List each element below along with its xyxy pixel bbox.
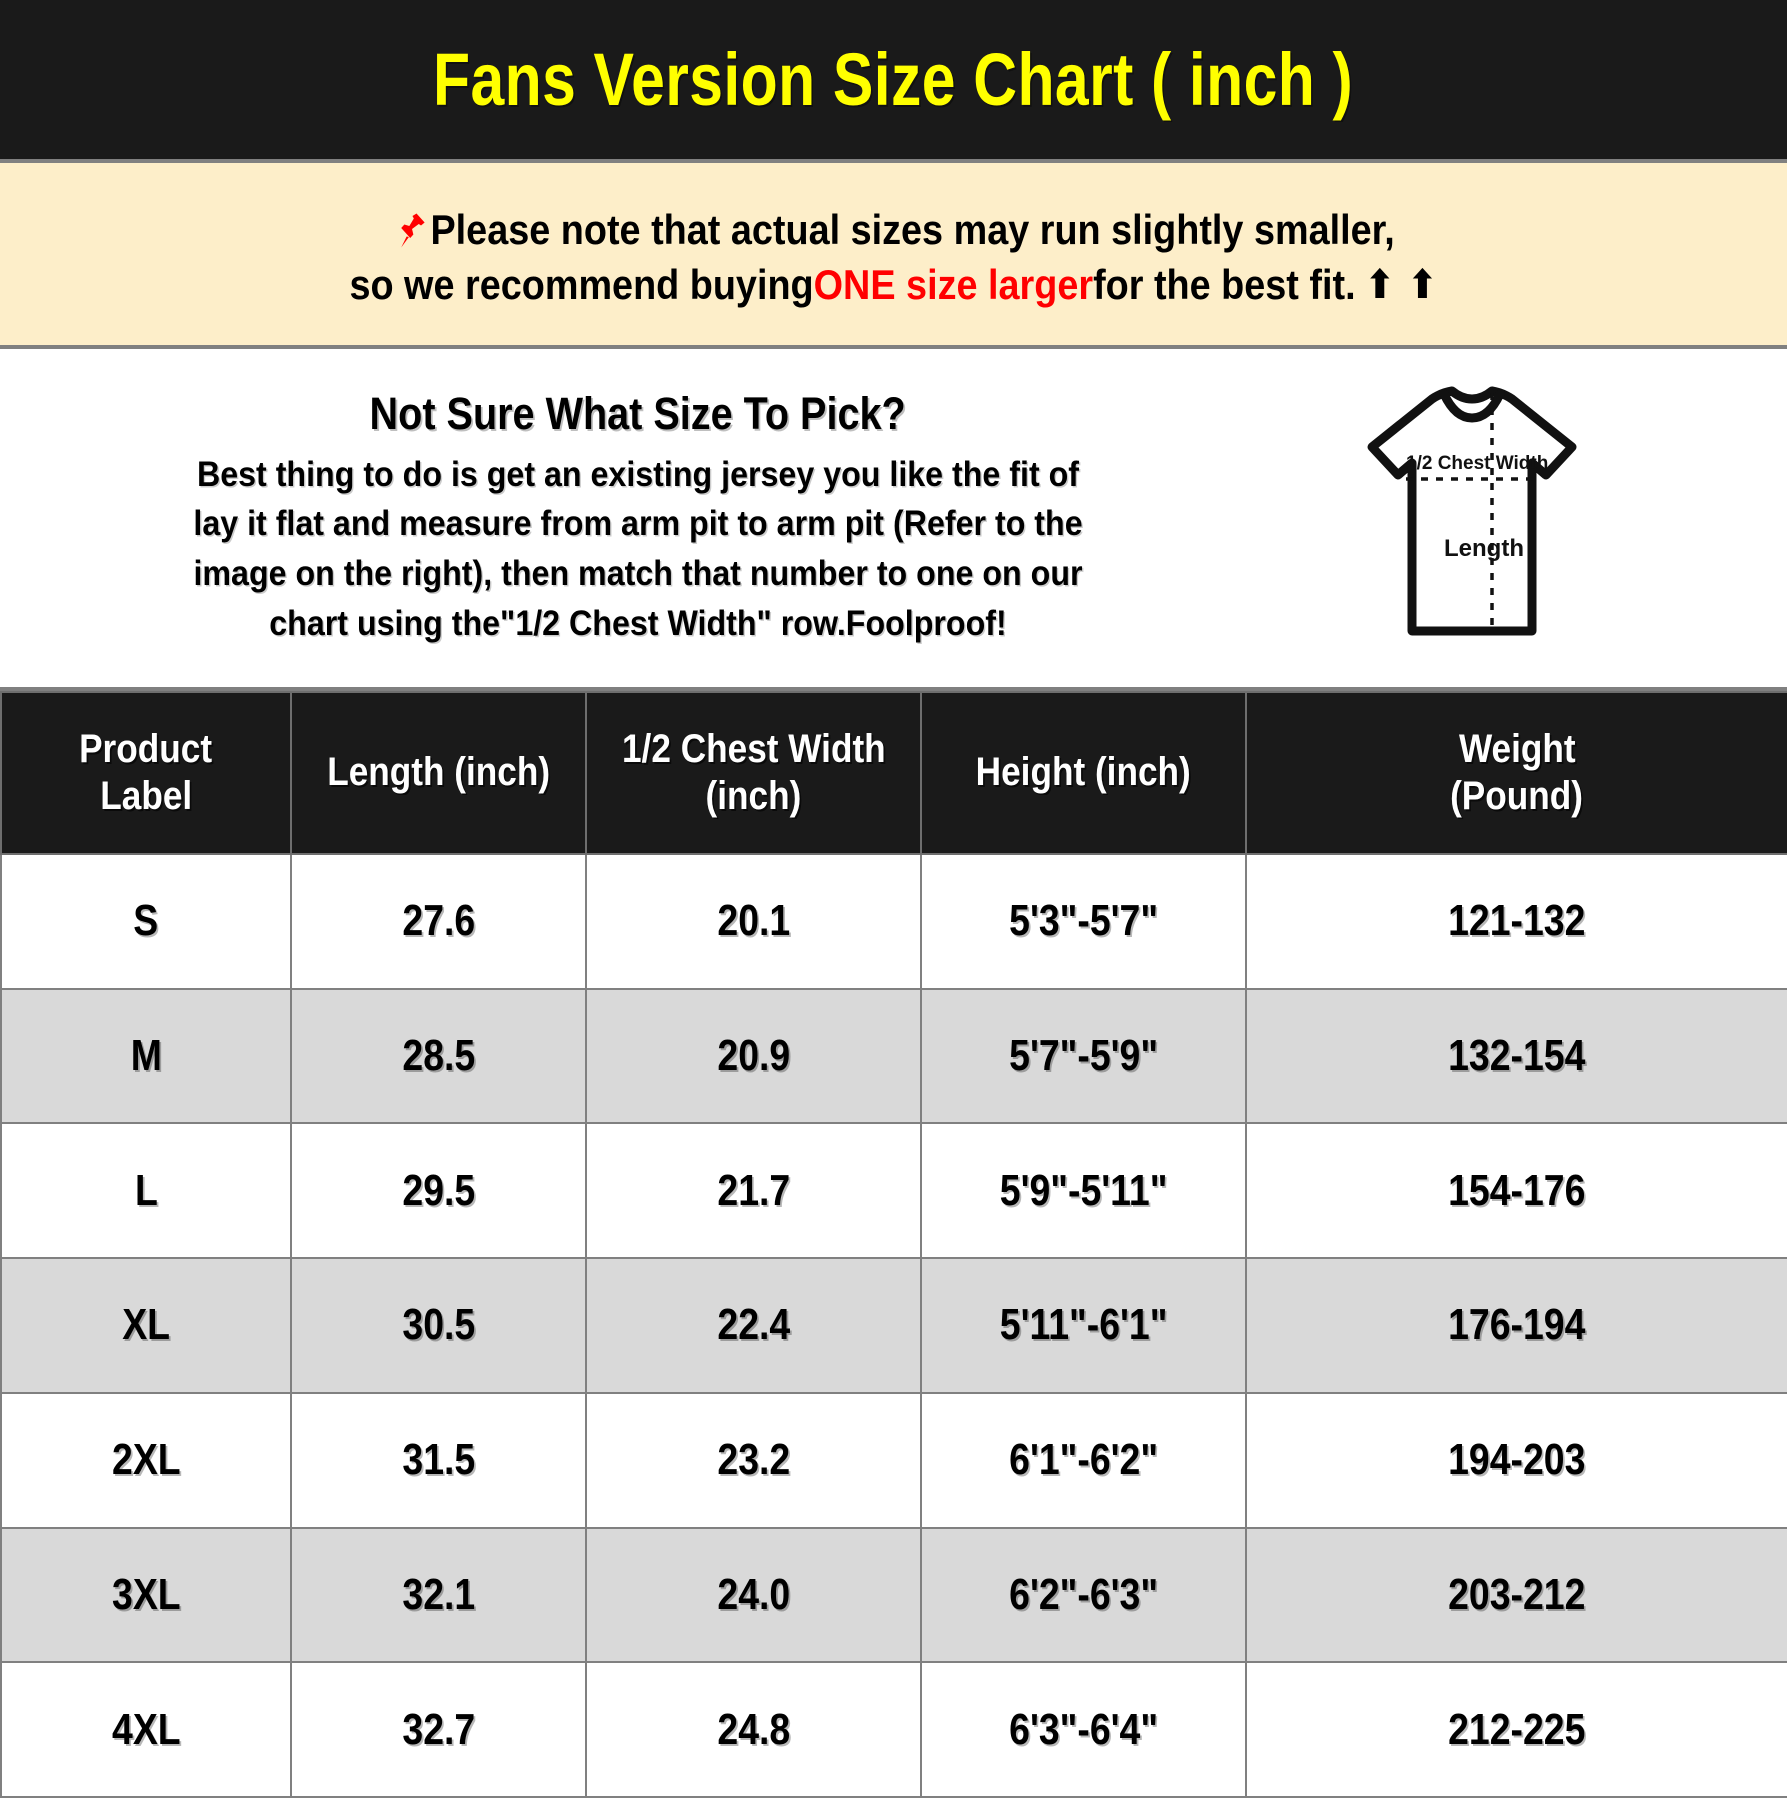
cell-length: 31.5 <box>290 1391 587 1529</box>
size-help-text-block: Not Sure What Size To Pick? Best thing t… <box>0 380 1287 657</box>
table-row: 2XL 31.5 23.2 6'1"-6'2" 194-203 <box>0 1391 1787 1529</box>
column-header-length: Length (inch) <box>290 691 587 855</box>
table-row: M 28.5 20.9 5'7"-5'9" 132-154 <box>0 987 1787 1125</box>
tshirt-diagram-container: 1/2 Chest Width Length <box>1287 381 1787 656</box>
note-line-1: Please note that actual sizes may run sl… <box>392 202 1395 257</box>
table-row: 3XL 32.1 24.0 6'2"-6'3" 203-212 <box>0 1526 1787 1664</box>
cell-length: 28.5 <box>290 987 587 1125</box>
cell-weight: 176-194 <box>1245 1257 1787 1394</box>
table-row: XL 30.5 22.4 5'11"-6'1" 176-194 <box>0 1257 1787 1394</box>
cell-product-label: L <box>0 1122 292 1260</box>
cell-height: 5'9"-5'11" <box>920 1122 1247 1260</box>
cell-chest: 23.2 <box>585 1391 922 1529</box>
cell-height: 5'11"-6'1" <box>920 1257 1247 1394</box>
cell-height: 6'2"-6'3" <box>920 1526 1247 1664</box>
size-help-section: Not Sure What Size To Pick? Best thing t… <box>0 349 1787 691</box>
cell-length: 32.7 <box>290 1661 587 1798</box>
cell-chest: 24.8 <box>585 1661 922 1798</box>
cell-product-label: 4XL <box>0 1661 292 1798</box>
table-row: 4XL 32.7 24.8 6'3"-6'4" 212-225 <box>0 1661 1787 1798</box>
cell-weight: 132-154 <box>1245 987 1787 1125</box>
arrow-up-icon: ⬆ ⬆ <box>1364 261 1438 308</box>
cell-chest: 20.1 <box>585 853 922 990</box>
page-title: Fans Version Size Chart ( inch ) <box>433 38 1354 121</box>
cell-chest: 21.7 <box>585 1122 922 1260</box>
pushpin-icon <box>392 209 428 249</box>
cell-height: 5'3"-5'7" <box>920 853 1247 990</box>
cell-product-label: 3XL <box>0 1526 292 1664</box>
cell-product-label: 2XL <box>0 1391 292 1529</box>
column-header-weight: Weight (Pound) <box>1245 691 1787 855</box>
cell-height: 6'1"-6'2" <box>920 1391 1247 1529</box>
cell-weight: 203-212 <box>1245 1526 1787 1664</box>
cell-length: 27.6 <box>290 853 587 990</box>
cell-height: 6'3"-6'4" <box>920 1661 1247 1798</box>
note-banner: Please note that actual sizes may run sl… <box>0 163 1787 349</box>
cell-weight: 154-176 <box>1245 1122 1787 1260</box>
size-help-heading: Not Sure What Size To Pick? <box>369 387 906 439</box>
column-header-product-label: Product Label <box>0 691 292 855</box>
cell-weight: 121-132 <box>1245 853 1787 990</box>
size-help-body: Best thing to do is get an existing jers… <box>192 454 1083 643</box>
chest-width-label: 1/2 Chest Width <box>1406 453 1548 474</box>
column-header-chest-width: 1/2 Chest Width (inch) <box>585 691 922 855</box>
size-table-head: Product Label Length (inch) 1/2 Chest Wi… <box>0 691 1787 855</box>
note-text-2-pre: so we recommend buying <box>349 261 814 308</box>
note-text-1: Please note that actual sizes may run sl… <box>430 205 1395 253</box>
cell-chest: 20.9 <box>585 987 922 1125</box>
cell-weight: 194-203 <box>1245 1391 1787 1529</box>
tshirt-diagram-icon: 1/2 Chest Width Length <box>1340 381 1605 656</box>
note-text-2-post: for the best fit. <box>1093 261 1356 308</box>
length-label: Length <box>1444 535 1524 562</box>
cell-weight: 212-225 <box>1245 1661 1787 1798</box>
size-table: Product Label Length (inch) 1/2 Chest Wi… <box>0 691 1787 1798</box>
table-row: L 29.5 21.7 5'9"-5'11" 154-176 <box>0 1122 1787 1260</box>
cell-product-label: S <box>0 853 292 990</box>
note-emphasis: ONE size larger <box>813 261 1094 308</box>
cell-chest: 24.0 <box>585 1526 922 1664</box>
cell-product-label: XL <box>0 1257 292 1394</box>
cell-chest: 22.4 <box>585 1257 922 1394</box>
cell-product-label: M <box>0 987 292 1125</box>
table-row: S 27.6 20.1 5'3"-5'7" 121-132 <box>0 853 1787 990</box>
cell-height: 5'7"-5'9" <box>920 987 1247 1125</box>
table-header-row: Product Label Length (inch) 1/2 Chest Wi… <box>0 691 1787 855</box>
size-table-body: S 27.6 20.1 5'3"-5'7" 121-132 M 28.5 20.… <box>0 853 1787 1798</box>
title-bar: Fans Version Size Chart ( inch ) <box>0 0 1787 163</box>
cell-length: 29.5 <box>290 1122 587 1260</box>
note-line-2: so we recommend buying ONE size larger f… <box>349 257 1437 312</box>
cell-length: 32.1 <box>290 1526 587 1664</box>
cell-length: 30.5 <box>290 1257 587 1394</box>
column-header-height: Height (inch) <box>920 691 1247 855</box>
